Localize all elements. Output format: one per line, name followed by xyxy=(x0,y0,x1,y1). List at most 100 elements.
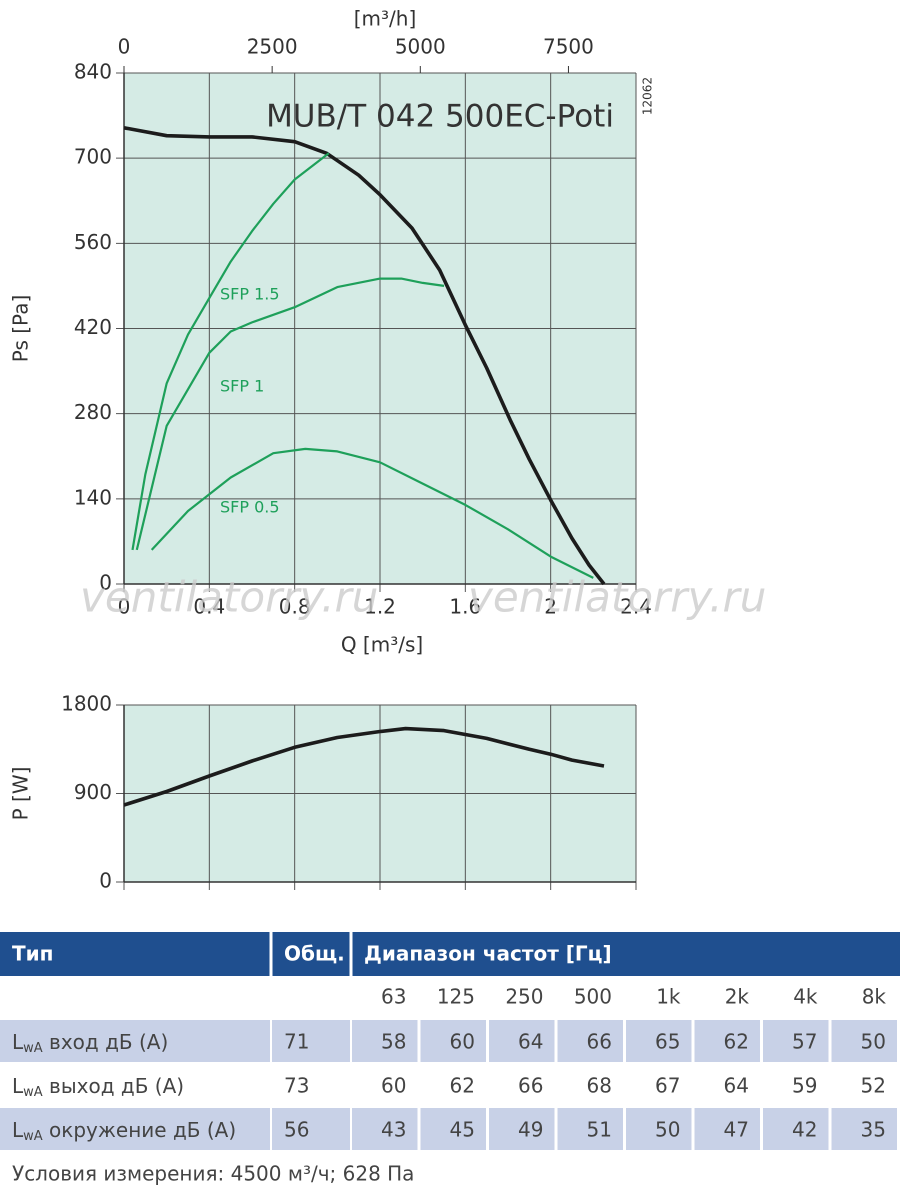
x-tick-label: 0.4 xyxy=(193,595,225,619)
row-bg xyxy=(831,1108,897,1150)
value-cell: 45 xyxy=(450,1118,475,1142)
x2-axis-label: [m³/h] xyxy=(354,7,417,31)
x2-tick-label: 0 xyxy=(118,35,131,59)
y-tick-label: 560 xyxy=(74,230,112,254)
value-cell: 52 xyxy=(861,1074,886,1098)
row-label-part: выход дБ (А) xyxy=(43,1074,184,1098)
row-bg xyxy=(694,1020,760,1062)
value-cell: 66 xyxy=(518,1074,543,1098)
row-bg xyxy=(763,1108,829,1150)
x-tick-label: 0 xyxy=(118,595,131,619)
row-bg xyxy=(626,1108,692,1150)
band-label: 125 xyxy=(437,985,475,1009)
value-cell: 57 xyxy=(792,1030,817,1054)
band-label: 4k xyxy=(793,985,818,1009)
y-tick-label: 700 xyxy=(74,145,112,169)
curve xyxy=(135,277,445,551)
series-label: SFP 1 xyxy=(220,377,264,396)
row-bg xyxy=(489,1108,555,1150)
value-cell: 51 xyxy=(587,1118,612,1142)
y-tick-label: 420 xyxy=(74,315,112,339)
row-label-part: wA xyxy=(23,1085,43,1100)
row-label-part: L xyxy=(12,1030,24,1054)
x-tick-label: 0.8 xyxy=(279,595,311,619)
row-label: LwA вход дБ (А) xyxy=(12,1030,168,1056)
row-bg xyxy=(272,1108,350,1150)
row-bg xyxy=(489,1020,555,1062)
value-cell: 62 xyxy=(724,1030,749,1054)
band-label: 63 xyxy=(381,985,406,1009)
y-tick-label: 140 xyxy=(74,485,112,509)
watermark: ventilatorry.ru xyxy=(468,573,766,622)
table-header xyxy=(0,932,900,976)
y-tick-label: 0 xyxy=(99,869,112,893)
value-cell: 58 xyxy=(381,1030,406,1054)
y-tick-label: 840 xyxy=(74,60,112,84)
row-bg xyxy=(557,1108,623,1150)
band-label: 8k xyxy=(862,985,887,1009)
y-tick-label: 1800 xyxy=(61,692,112,716)
chart-code: 12062 xyxy=(641,77,655,115)
row-label: LwA окружение дБ (А) xyxy=(12,1118,236,1144)
x2-tick-label: 7500 xyxy=(543,35,594,59)
row-bg xyxy=(557,1020,623,1062)
row-bg xyxy=(831,1020,897,1062)
value-cell: 50 xyxy=(655,1118,680,1142)
row-label-part: L xyxy=(12,1074,24,1098)
value-cell: 35 xyxy=(861,1118,886,1142)
row-bg xyxy=(0,1108,270,1150)
row-bg xyxy=(420,1108,486,1150)
curve xyxy=(150,447,594,579)
series-label: SFP 0.5 xyxy=(220,498,280,517)
row-bg xyxy=(352,1108,418,1150)
value-cell: 47 xyxy=(724,1118,749,1142)
row-label-part: вход дБ (А) xyxy=(43,1030,169,1054)
value-cell: 49 xyxy=(518,1118,543,1142)
row-bg xyxy=(763,1020,829,1062)
row-bg xyxy=(626,1020,692,1062)
y-tick-label: 280 xyxy=(74,400,112,424)
y-axis-label: Ps [Pa] xyxy=(9,295,33,363)
value-cell: 64 xyxy=(518,1030,543,1054)
row-bg xyxy=(272,1020,350,1062)
header-cell: Общ. xyxy=(284,942,345,966)
total-cell: 71 xyxy=(284,1030,309,1054)
x-axis-label: Q [m³/s] xyxy=(341,633,423,657)
chart-title: MUB/T 042 500EC-Poti xyxy=(266,99,614,135)
value-cell: 50 xyxy=(861,1030,886,1054)
header-cell: Диапазон частот [Гц] xyxy=(364,942,612,966)
x2-tick-label: 2500 xyxy=(247,35,298,59)
band-label: 500 xyxy=(574,985,612,1009)
y-axis-label: P [W] xyxy=(9,767,33,821)
row-label-part: wA xyxy=(23,1129,43,1144)
row-bg xyxy=(352,1020,418,1062)
value-cell: 64 xyxy=(724,1074,749,1098)
value-cell: 66 xyxy=(587,1030,612,1054)
footnote: Условия измерения: 4500 м³/ч; 628 Па xyxy=(12,1162,414,1186)
watermark: ventilatorry.ru xyxy=(80,573,378,622)
row-bg xyxy=(0,1020,270,1062)
x2-tick-label: 5000 xyxy=(395,35,446,59)
x-tick-label: 1.6 xyxy=(449,595,481,619)
band-label: 2k xyxy=(725,985,750,1009)
value-cell: 59 xyxy=(792,1074,817,1098)
curve xyxy=(123,726,605,807)
value-cell: 42 xyxy=(792,1118,817,1142)
row-bg xyxy=(694,1108,760,1150)
curve xyxy=(123,126,606,586)
series-label: SFP 1.5 xyxy=(220,285,280,304)
y-tick-label: 900 xyxy=(74,780,112,804)
total-cell: 56 xyxy=(284,1118,309,1142)
x-tick-label: 2 xyxy=(544,595,557,619)
total-cell: 73 xyxy=(284,1074,309,1098)
x-tick-label: 1.2 xyxy=(364,595,396,619)
curve xyxy=(131,152,330,551)
value-cell: 60 xyxy=(450,1030,475,1054)
value-cell: 65 xyxy=(655,1030,680,1054)
value-cell: 68 xyxy=(587,1074,612,1098)
x-tick-label: 2.4 xyxy=(620,595,652,619)
row-label-part: L xyxy=(12,1118,24,1142)
row-label: LwA выход дБ (А) xyxy=(12,1074,184,1100)
value-cell: 60 xyxy=(381,1074,406,1098)
